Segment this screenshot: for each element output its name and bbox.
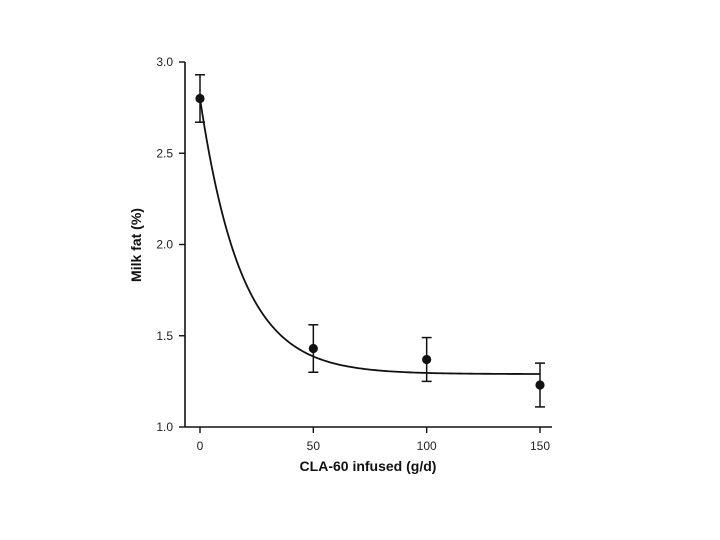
x-tick-label: 150 [530,439,550,453]
x-tick-label: 50 [307,439,321,453]
error-bars [195,74,545,408]
data-point [195,93,205,104]
data-points [195,93,545,390]
data-point [308,343,318,354]
fitted-curve [199,98,540,375]
y-tick-label: 2.0 [156,238,173,252]
x-tick-label: 100 [417,439,437,453]
axes [184,62,552,428]
y-tick-label: 2.5 [156,146,173,160]
y-tick-label: 1.5 [156,329,173,343]
data-point [422,354,432,365]
data-point [535,380,545,390]
y-ticks: 1.0 1.5 2.0 2.5 3.0 [156,55,185,434]
y-tick-label: 1.0 [156,420,173,434]
x-axis-title: CLA-60 infused (g/d) [300,458,437,474]
y-tick-label: 3.0 [156,55,173,69]
y-axis-title: Milk fat (%) [128,208,144,282]
x-tick-label: 0 [197,439,204,453]
x-ticks: 0 50 100 150 [197,427,550,453]
